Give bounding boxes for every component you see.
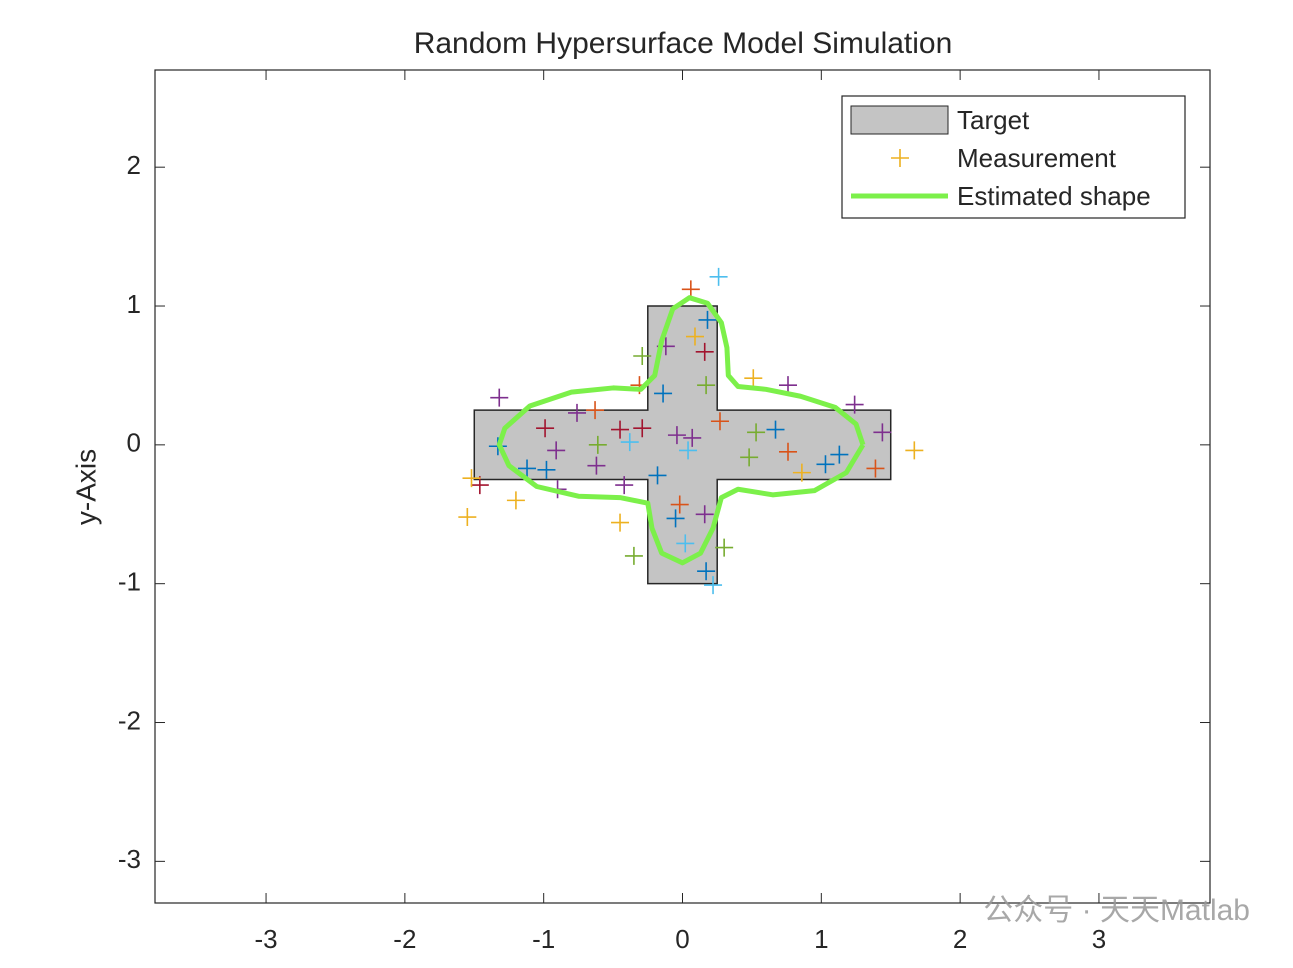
y-tick-label: -2 — [118, 705, 141, 735]
measurement-point — [462, 469, 481, 488]
measurement-point — [470, 476, 489, 495]
legend-swatch — [850, 105, 949, 135]
measurement-point — [615, 476, 634, 495]
measurement-point — [676, 534, 695, 553]
measurement-point — [905, 441, 924, 460]
measurement-point — [866, 459, 885, 478]
y-tick-label: -1 — [118, 567, 141, 597]
measurement-point — [747, 423, 766, 442]
measurement-point — [697, 562, 716, 581]
legend-label: Measurement — [957, 143, 1117, 173]
legend-label: Target — [957, 105, 1030, 135]
measurement-point — [506, 491, 525, 510]
estimated-shape — [496, 295, 866, 566]
y-tick-label: 2 — [127, 150, 141, 180]
measurement-point — [679, 441, 698, 460]
measurement-point — [586, 401, 605, 420]
measurement-point — [683, 428, 702, 447]
measurement-point — [536, 419, 555, 438]
measurement-point — [588, 435, 607, 454]
plot-layer — [458, 267, 924, 595]
measurement-point — [830, 445, 849, 464]
measurement-point — [620, 433, 639, 452]
measurement-point — [611, 420, 630, 439]
x-tick-label: 2 — [953, 924, 967, 954]
measurement-point — [666, 509, 685, 528]
measurement-point — [518, 459, 537, 478]
measurement-point — [633, 419, 652, 438]
measurement-point — [695, 342, 714, 361]
measurement-point — [633, 346, 652, 365]
measurement-point — [766, 420, 785, 439]
measurement-point — [458, 508, 477, 527]
measurement-point — [670, 495, 689, 514]
measurement-point — [873, 423, 892, 442]
y-tick-label: 1 — [127, 289, 141, 319]
y-axis-label: y-Axis — [70, 449, 101, 525]
measurement-point — [698, 310, 717, 329]
measurement-point — [490, 388, 509, 407]
y-tick-label: 0 — [127, 428, 141, 458]
measurement-point — [709, 267, 728, 286]
measurement-point — [715, 538, 734, 557]
measurement-point — [845, 395, 864, 414]
measurement-point — [779, 376, 797, 395]
measurement-point — [547, 441, 566, 460]
measurement-point — [587, 456, 606, 475]
measurement-point — [740, 448, 759, 467]
measurement-point — [816, 455, 835, 474]
legend-label: Estimated shape — [957, 181, 1151, 211]
measurement-point — [611, 513, 630, 532]
measurement-point — [704, 576, 723, 595]
measurement-point — [667, 426, 686, 445]
x-tick-label: 1 — [814, 924, 828, 954]
chart-title: Random Hypersurface Model Simulation — [414, 27, 953, 60]
target-shape — [473, 305, 892, 585]
measurement-point — [624, 546, 643, 565]
measurement-point — [744, 369, 763, 388]
x-tick-label: -2 — [393, 924, 416, 954]
legend-swatch — [891, 149, 909, 167]
measurement-point — [537, 460, 556, 479]
measurement-point — [792, 463, 811, 482]
x-tick-label: -1 — [532, 924, 555, 954]
measurement-point — [779, 442, 797, 461]
measurement-point — [697, 376, 716, 395]
x-tick-label: 3 — [1092, 924, 1106, 954]
measurement-point — [648, 466, 667, 485]
x-tick-label: 0 — [675, 924, 689, 954]
measurement-point — [685, 327, 704, 346]
x-tick-label: -3 — [254, 924, 277, 954]
y-tick-label: -3 — [118, 844, 141, 874]
measurement-point — [654, 384, 673, 403]
measurement-point — [710, 412, 729, 431]
watermark: 公众号 · 天天Matlab — [983, 894, 1250, 927]
measurement-point — [695, 505, 714, 524]
measurement-point — [681, 280, 700, 299]
measurement-point — [568, 403, 586, 422]
